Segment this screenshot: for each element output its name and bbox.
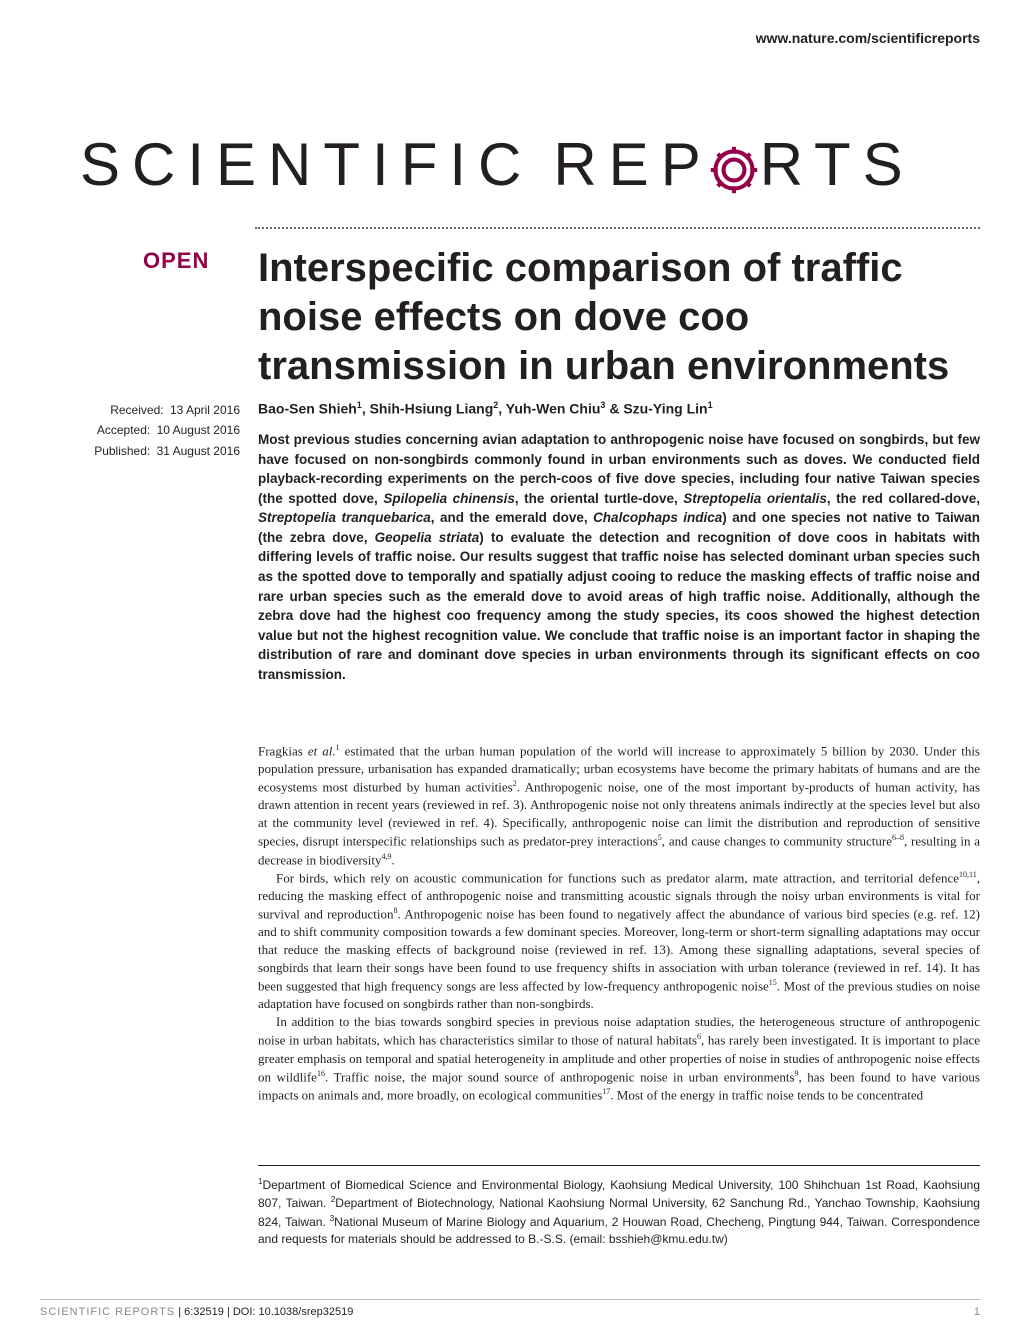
page-footer: SCIENTIFIC REPORTS | 6:32519 | DOI: 10.1… xyxy=(40,1299,980,1318)
logo-text-rep: REP xyxy=(553,130,712,199)
published-date: 31 August 2016 xyxy=(157,444,240,458)
paragraph-2: For birds, which rely on acoustic commun… xyxy=(258,869,980,1013)
affiliations: 1Department of Biomedical Science and En… xyxy=(258,1165,980,1249)
article-meta: Received: 13 April 2016 Accepted: 10 Aug… xyxy=(70,400,240,461)
journal-logo: SCIENTIFIC REP RTS xyxy=(80,130,980,229)
logo-text-left: SCIENTIFIC xyxy=(80,130,533,199)
abstract: Most previous studies concerning avian a… xyxy=(258,430,980,684)
open-access-badge: OPEN xyxy=(143,248,209,274)
published-label: Published: xyxy=(94,444,150,458)
received-date: 13 April 2016 xyxy=(170,403,240,417)
accepted-label: Accepted: xyxy=(97,423,150,437)
received-label: Received: xyxy=(110,403,163,417)
footer-citation: | 6:32519 | DOI: 10.1038/srep32519 xyxy=(175,1306,353,1318)
page-number: 1 xyxy=(974,1306,980,1318)
header-url: www.nature.com/scientificreports xyxy=(756,30,980,46)
footer-journal: SCIENTIFIC REPORTS xyxy=(40,1306,175,1318)
logo-text-rts: RTS xyxy=(760,130,915,199)
gear-icon xyxy=(705,141,763,199)
body-text: Fragkias et al.1 estimated that the urba… xyxy=(258,742,980,1104)
dotted-divider xyxy=(255,227,980,229)
article-title: Interspecific comparison of traffic nois… xyxy=(258,244,980,390)
paragraph-1: Fragkias et al.1 estimated that the urba… xyxy=(258,742,980,869)
paragraph-3: In addition to the bias towards songbird… xyxy=(258,1013,980,1104)
author-list: Bao-Sen Shieh1, Shih-Hsiung Liang2, Yuh-… xyxy=(258,400,980,417)
accepted-date: 10 August 2016 xyxy=(157,423,240,437)
